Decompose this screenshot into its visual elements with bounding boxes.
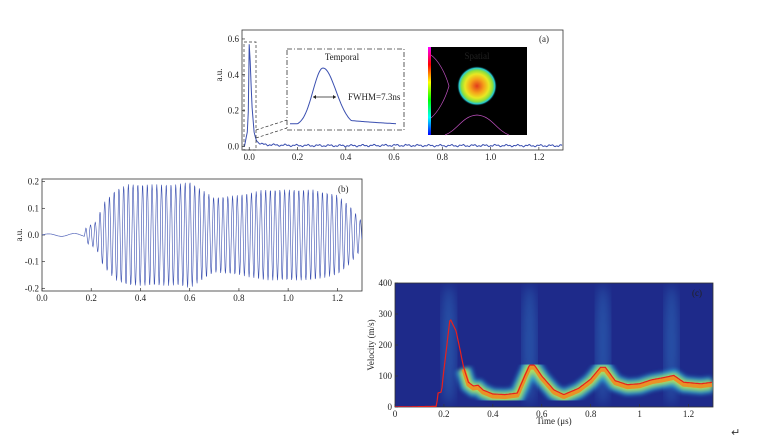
x-tick-label: 0.2: [86, 293, 97, 303]
x-tick-label: 0.4: [487, 409, 499, 419]
x-tick-label: 0.0: [36, 293, 48, 303]
y-axis-label: a.u.: [214, 69, 224, 82]
x-tick-label: 0.6: [184, 293, 196, 303]
panel-a: 0.0 0.2 0.4 0.6 0.8 1.0 1.2 0.0 0.2 0.4 0.6 a.u. (a)…: [214, 29, 564, 162]
x-tick-label: 1.2: [332, 293, 343, 303]
spatial-inset-title: Spatial: [465, 51, 490, 61]
x-tick-label: 1.2: [533, 152, 544, 162]
temporal-inset-title: Temporal: [325, 52, 360, 62]
x-tick-label: 0.4: [340, 152, 352, 162]
zoom-connector: [255, 127, 288, 139]
velocity-curve: [395, 319, 713, 407]
horizontal-profile: [444, 114, 510, 136]
panel-label: (a): [539, 34, 549, 44]
x-tick-label: 1.2: [683, 409, 694, 419]
plot-frame: [241, 29, 564, 151]
beam-spot: [457, 66, 497, 106]
y-tick-label: -0.2: [25, 283, 39, 293]
y-tick-label: 0.0: [28, 230, 40, 240]
intensity-glow: [441, 285, 456, 405]
intensity-glow: [595, 285, 610, 405]
panel-b: 0.0 0.2 0.4 0.6 0.8 1.0 1.2 0.2 0.1 0.0 -0.1 -0.2 a.…: [14, 177, 363, 303]
zoom-connector: [255, 119, 288, 131]
y-tick-label: 200: [379, 340, 393, 350]
y-tick-label: 0: [388, 402, 393, 412]
y-tick-label: 0.2: [228, 106, 239, 116]
x-tick-label: 0.2: [438, 409, 449, 419]
vertical-profile: [430, 54, 450, 119]
x-tick-label: 0.2: [292, 152, 303, 162]
panel-label: (b): [338, 184, 349, 194]
x-tick-label: 0.0: [244, 152, 256, 162]
y-tick-label: 0.2: [28, 177, 39, 187]
x-tick-label: 0.6: [536, 409, 548, 419]
y-tick-label: 400: [379, 278, 393, 288]
temporal-inset-frame: [286, 48, 405, 131]
intensity-band-orange: [461, 365, 713, 400]
zoom-region-box: [243, 41, 257, 151]
panel-c: 0 0.2 0.4 0.6 0.8 1 1.2 0 100 200 300 400 Velocity (…: [366, 278, 714, 426]
x-tick-label: 0: [393, 409, 398, 419]
pulse-line: [243, 44, 563, 148]
x-tick-label: 0.8: [233, 293, 245, 303]
panel-label: (c): [692, 288, 702, 298]
y-axis-label: Velocity (m/s): [366, 319, 376, 370]
y-tick-label: 300: [379, 309, 393, 319]
fwhm-annotation: FWHM=7.3ns: [348, 92, 401, 102]
y-axis-label: a.u.: [14, 229, 24, 242]
x-axis-label: Time (μs): [536, 416, 571, 426]
spatial-colorbar: [428, 47, 431, 135]
paragraph-mark: ↵: [731, 426, 741, 439]
x-tick-label: 0.6: [388, 152, 400, 162]
y-tick-label: 0.1: [28, 203, 39, 213]
x-tick-label: 1.0: [283, 293, 295, 303]
y-tick-label: 100: [379, 371, 393, 381]
x-tick-label: 0.8: [437, 152, 449, 162]
x-tick-label: 1.0: [485, 152, 497, 162]
y-tick-label: 0.0: [228, 141, 240, 151]
y-tick-label: 0.4: [228, 70, 240, 80]
spectrogram-intensity: [395, 285, 713, 407]
x-tick-label: 1: [637, 409, 642, 419]
y-tick-label: 0.6: [228, 34, 240, 44]
x-tick-label: 0.8: [585, 409, 597, 419]
velocity-signal-line: [41, 182, 363, 288]
y-tick-label: -0.1: [25, 257, 39, 267]
x-tick-label: 0.4: [135, 293, 147, 303]
temporal-pulse-line: [290, 67, 397, 125]
